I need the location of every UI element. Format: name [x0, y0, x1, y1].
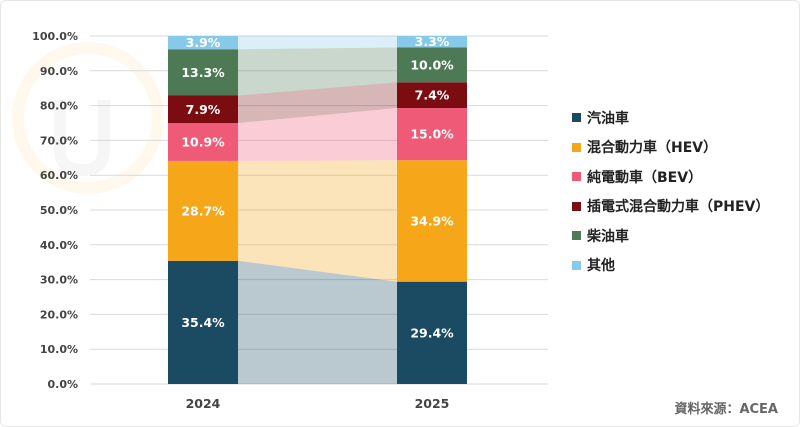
- data-label: 35.4%: [181, 315, 225, 330]
- data-label: 28.7%: [181, 203, 225, 218]
- data-label: 7.4%: [415, 88, 450, 103]
- legend-label: 插電式混合動力車（PHEV）: [587, 199, 770, 216]
- bar-segment: [168, 260, 238, 384]
- y-tick-label: 50.0%: [40, 204, 78, 217]
- data-label: 7.9%: [186, 102, 221, 117]
- legend-item: 純電動車（BEV）: [572, 162, 769, 192]
- legend-item: 混合動力車（HEV）: [572, 133, 769, 163]
- data-label: 3.3%: [415, 34, 450, 49]
- x-tick-label: 2024: [186, 396, 221, 411]
- bar-segment: [168, 49, 238, 96]
- connector-band: [238, 82, 397, 123]
- bar-segment: [397, 108, 467, 161]
- data-label: 15.0%: [410, 127, 454, 142]
- data-label: 13.3%: [181, 65, 225, 80]
- y-tick-label: 30.0%: [40, 274, 78, 287]
- legend-swatch: [572, 142, 581, 152]
- legend-label: 其他: [587, 258, 615, 275]
- legend-swatch: [572, 201, 581, 211]
- legend-label: 純電動車（BEV）: [587, 169, 703, 186]
- data-label: 3.9%: [186, 35, 221, 50]
- bar-segment: [168, 160, 238, 261]
- connector-band: [238, 108, 397, 161]
- y-tick-label: 100.0%: [32, 30, 78, 43]
- y-tick-label: 80.0%: [40, 100, 78, 113]
- bar-segment: [168, 95, 238, 123]
- y-tick-label: 0.0%: [47, 378, 78, 391]
- bar-segment: [397, 82, 467, 109]
- watermark-logo: [12, 42, 164, 194]
- data-label: 10.0%: [410, 57, 454, 72]
- legend-swatch: [572, 113, 581, 123]
- legend-swatch: [572, 260, 581, 270]
- connector-band: [238, 47, 397, 96]
- y-tick-label: 40.0%: [40, 239, 78, 252]
- connector-band: [238, 260, 397, 384]
- bar-segment: [397, 47, 467, 83]
- bar-segment: [397, 281, 467, 384]
- data-label: 34.9%: [410, 213, 454, 228]
- source-note: 資料來源：ACEA: [674, 402, 778, 417]
- legend-item: 汽油車: [572, 103, 769, 133]
- legend-item: 插電式混合動力車（PHEV）: [572, 192, 769, 222]
- y-tick-label: 20.0%: [40, 308, 78, 321]
- y-tick-label: 70.0%: [40, 134, 78, 147]
- y-tick-label: 10.0%: [40, 343, 78, 356]
- legend-label: 柴油車: [587, 228, 629, 245]
- legend-label: 汽油車: [587, 110, 629, 127]
- bar-segment: [168, 123, 238, 161]
- bar-segment: [397, 160, 467, 282]
- data-label: 29.4%: [410, 325, 454, 340]
- bar-segment: [397, 36, 467, 48]
- legend-item: 柴油車: [572, 221, 769, 251]
- y-tick-label: 60.0%: [40, 169, 78, 182]
- x-tick-label: 2025: [415, 396, 450, 411]
- connector-band: [238, 36, 397, 50]
- legend-label: 混合動力車（HEV）: [587, 140, 718, 157]
- legend-swatch: [572, 231, 581, 241]
- legend-item: 其他: [572, 251, 769, 281]
- legend-swatch: [572, 172, 581, 182]
- bar-segment: [168, 36, 238, 50]
- data-label: 10.9%: [181, 134, 225, 149]
- connector-band: [238, 160, 397, 282]
- legend: 汽油車混合動力車（HEV） 純電動車（BEV） 插電式混合動力車（PHEV） 柴油車其…: [572, 103, 769, 280]
- y-tick-label: 90.0%: [40, 65, 78, 78]
